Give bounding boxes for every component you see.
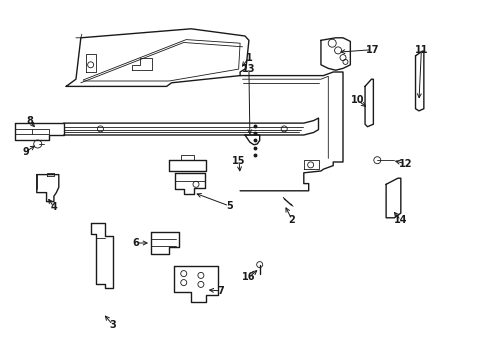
Text: 16: 16 (242, 272, 256, 282)
Text: 8: 8 (26, 116, 33, 126)
Text: 1: 1 (245, 53, 252, 63)
Text: 17: 17 (366, 45, 379, 55)
Text: 3: 3 (109, 320, 116, 330)
Text: 11: 11 (415, 45, 428, 55)
Text: 15: 15 (232, 156, 246, 166)
Text: 13: 13 (242, 64, 256, 74)
Text: 14: 14 (394, 215, 408, 225)
Text: 7: 7 (217, 286, 224, 296)
Text: 4: 4 (50, 202, 57, 212)
Text: 5: 5 (226, 201, 233, 211)
Text: 6: 6 (133, 238, 140, 248)
Text: 2: 2 (289, 215, 295, 225)
Text: 9: 9 (22, 147, 29, 157)
Text: 10: 10 (351, 95, 365, 105)
Text: 12: 12 (399, 159, 413, 169)
